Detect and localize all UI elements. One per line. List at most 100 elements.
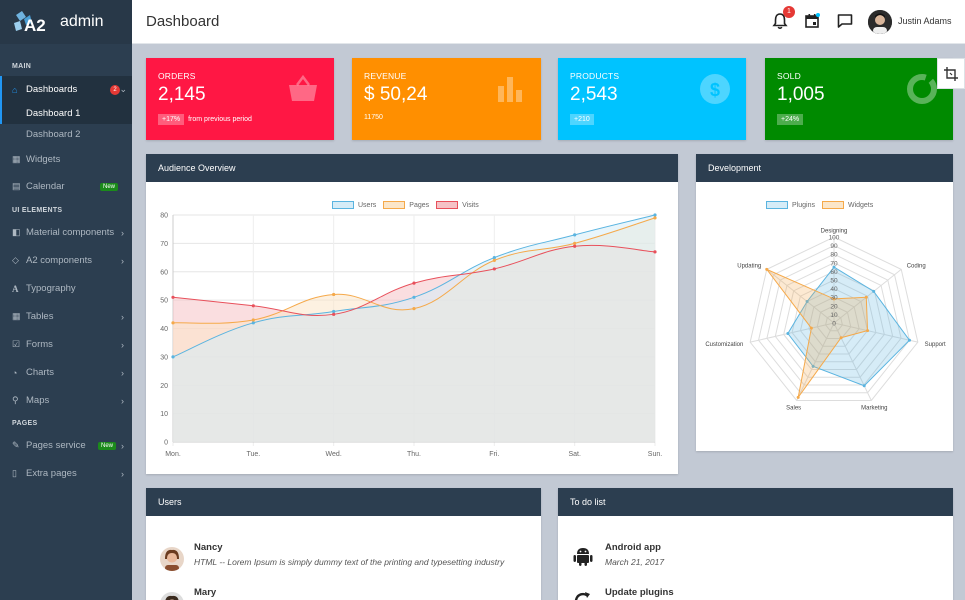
stat-change-chip: +210 bbox=[570, 114, 594, 125]
radar-spoke bbox=[833, 268, 902, 324]
radar-series-widgets bbox=[765, 268, 869, 398]
todo-item-date: March 21, 2017 bbox=[605, 557, 665, 567]
panel-title: Users bbox=[146, 488, 541, 516]
y-tick-label: 70 bbox=[160, 241, 168, 248]
chat-icon[interactable] bbox=[836, 12, 854, 30]
x-tick-label: Tue. bbox=[246, 451, 260, 458]
radar-point-plugins bbox=[805, 300, 809, 304]
radar-spoke bbox=[750, 322, 835, 343]
sidebar-item-typography[interactable]: A Typography bbox=[0, 275, 132, 302]
radar-point-widgets bbox=[796, 395, 800, 399]
legend-swatch bbox=[383, 201, 406, 209]
list-item[interactable]: Update plugins bbox=[572, 587, 674, 600]
radar-tick-label: 90 bbox=[830, 243, 838, 250]
legend-item-pages[interactable]: Pages bbox=[383, 201, 429, 209]
brand-logo: A2 bbox=[12, 7, 54, 37]
map-marker-icon: ⚲ bbox=[12, 395, 19, 405]
data-point-pages bbox=[573, 241, 577, 245]
y-tick-label: 50 bbox=[160, 298, 168, 305]
sidebar-item-charts[interactable]: ◔ Charts › bbox=[0, 359, 132, 386]
y-tick-label: 0 bbox=[164, 440, 168, 447]
new-badge: New bbox=[99, 182, 118, 191]
data-point-users bbox=[573, 233, 577, 237]
data-point-pages bbox=[492, 258, 496, 262]
data-point-pages bbox=[251, 318, 255, 322]
legend-swatch bbox=[332, 201, 354, 209]
sidebar-item-calendar[interactable]: ▤ Calendar New bbox=[0, 173, 132, 200]
sidebar-item-dashboard-2[interactable]: Dashboard 2 bbox=[26, 129, 81, 140]
data-point-visits bbox=[171, 295, 175, 299]
radar-point-widgets bbox=[866, 329, 870, 333]
stat-footer: +24% bbox=[777, 114, 807, 125]
radar-point-plugins bbox=[907, 338, 911, 342]
radar-series-plugins bbox=[787, 266, 911, 387]
avatar[interactable] bbox=[868, 10, 892, 34]
dollar-circle-icon: $ bbox=[698, 72, 732, 106]
list-item[interactable]: Android app March 21, 2017 bbox=[572, 542, 664, 567]
sidebar-item-dashboard-1[interactable]: Dashboard 1 bbox=[0, 103, 132, 124]
radar-point-plugins bbox=[832, 265, 836, 269]
check-square-icon: ☑ bbox=[12, 339, 21, 349]
data-point-visits bbox=[653, 250, 657, 254]
y-tick-label: 40 bbox=[160, 326, 168, 333]
radar-point-plugins bbox=[811, 364, 815, 368]
user-name[interactable]: Justin Adams bbox=[898, 16, 952, 26]
sidebar-item-extra-pages[interactable]: ▯ Extra pages › bbox=[0, 460, 132, 487]
radar-category-label: Designing bbox=[821, 229, 848, 235]
development-legend: Plugins Widgets bbox=[766, 201, 880, 209]
legend-item-plugins[interactable]: Plugins bbox=[766, 201, 815, 209]
user-item-name: Nancy bbox=[194, 542, 223, 553]
sidebar-item-dashboards[interactable]: ⌂ Dashboards 2 ⌄ bbox=[0, 76, 132, 103]
radar-point-widgets bbox=[864, 295, 868, 299]
radar-gridline bbox=[749, 236, 919, 401]
sidebar-item-label: Widgets bbox=[26, 154, 61, 165]
sidebar-item-label: Pages service bbox=[26, 440, 86, 451]
stat-label: PRODUCTS bbox=[570, 71, 620, 81]
y-tick-label: 60 bbox=[160, 269, 168, 276]
legend-item-users[interactable]: Users bbox=[332, 201, 376, 209]
calendar-icon: ▤ bbox=[12, 181, 21, 191]
sidebar-item-a2-components[interactable]: ◇ A2 components › bbox=[0, 247, 132, 274]
sidebar-item-forms[interactable]: ☑ Forms › bbox=[0, 331, 132, 358]
data-point-visits bbox=[412, 281, 416, 285]
sidebar-item-maps[interactable]: ⚲ Maps › bbox=[0, 387, 132, 414]
data-point-pages bbox=[332, 292, 336, 297]
sidebar-item-label: Tables bbox=[26, 311, 54, 322]
notification-badge: 1 bbox=[783, 6, 795, 18]
sidebar-item-material[interactable]: ◧ Material components › bbox=[0, 219, 132, 246]
chevron-right-icon: › bbox=[121, 311, 124, 322]
radar-gridline bbox=[783, 270, 885, 370]
legend-label: Visits bbox=[462, 201, 479, 209]
new-badge: New bbox=[97, 441, 116, 450]
sidebar-item-label: Dashboards bbox=[26, 84, 78, 95]
sidebar-item-pages-service[interactable]: ✎ Pages service New › bbox=[0, 432, 132, 459]
legend-item-widgets[interactable]: Widgets bbox=[821, 201, 873, 209]
list-item[interactable]: Mary bbox=[160, 587, 216, 600]
radar-category-label: Coding bbox=[907, 264, 926, 270]
y-tick-label: 20 bbox=[160, 383, 168, 390]
avatar bbox=[160, 592, 184, 600]
layout-settings-tab[interactable] bbox=[937, 58, 965, 89]
legend-swatch bbox=[821, 201, 844, 209]
stat-footer: +17% from previous period bbox=[158, 114, 252, 125]
calendar-icon[interactable] bbox=[803, 12, 821, 30]
stat-note: from previous period bbox=[188, 116, 252, 123]
stat-label: ORDERS bbox=[158, 71, 196, 81]
stat-note: 11750 bbox=[364, 114, 383, 121]
radar-point-widgets bbox=[809, 326, 813, 330]
list-item[interactable]: Nancy HTML -- Lorem Ipsum is simply dumm… bbox=[160, 542, 504, 571]
x-tick-label: Mon. bbox=[165, 451, 181, 458]
radar-spoke bbox=[833, 322, 872, 401]
chevron-down-icon: ⌄ bbox=[119, 84, 127, 94]
sidebar-item-widgets[interactable]: ▦ Widgets bbox=[0, 146, 132, 173]
sidebar-item-label: Extra pages bbox=[26, 468, 77, 479]
panel-title: Audience Overview bbox=[146, 154, 678, 182]
data-point-visits bbox=[492, 267, 496, 271]
avatar bbox=[160, 547, 184, 571]
sidebar-item-tables[interactable]: ▦ Tables › bbox=[0, 303, 132, 330]
brand[interactable]: A2 admin bbox=[0, 0, 132, 44]
legend-item-visits[interactable]: Visits bbox=[436, 201, 479, 209]
stat-change-chip: +24% bbox=[777, 114, 804, 125]
sidebar-item-label: Material components bbox=[26, 227, 115, 238]
